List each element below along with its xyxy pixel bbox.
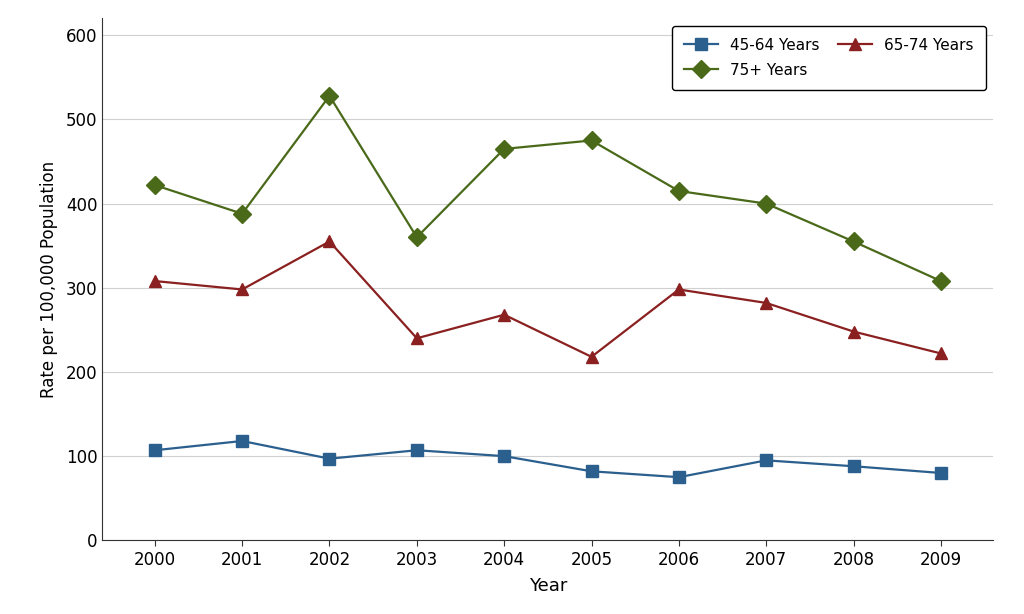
75+ Years	[148, 181, 161, 188]
75+ Years	[935, 278, 947, 285]
45-64 Years	[236, 437, 248, 445]
Line: 75+ Years: 75+ Years	[148, 90, 947, 287]
45-64 Years	[848, 462, 860, 470]
45-64 Years	[498, 453, 510, 460]
65-74 Years	[586, 353, 598, 360]
75+ Years	[498, 146, 510, 153]
45-64 Years	[411, 446, 423, 454]
65-74 Years	[935, 350, 947, 357]
75+ Years	[586, 137, 598, 144]
65-74 Years	[848, 328, 860, 335]
75+ Years	[673, 187, 685, 195]
65-74 Years	[411, 335, 423, 342]
45-64 Years	[324, 455, 336, 462]
65-74 Years	[148, 278, 161, 285]
65-74 Years	[760, 299, 772, 306]
45-64 Years	[586, 468, 598, 475]
Y-axis label: Rate per 100,000 Population: Rate per 100,000 Population	[40, 161, 57, 398]
65-74 Years	[498, 311, 510, 319]
Line: 65-74 Years: 65-74 Years	[148, 235, 947, 363]
75+ Years	[324, 92, 336, 99]
75+ Years	[236, 210, 248, 217]
X-axis label: Year: Year	[528, 577, 567, 595]
45-64 Years	[935, 469, 947, 476]
65-74 Years	[324, 238, 336, 245]
Line: 45-64 Years: 45-64 Years	[150, 435, 946, 483]
65-74 Years	[673, 286, 685, 293]
45-64 Years	[760, 457, 772, 464]
45-64 Years	[148, 446, 161, 454]
Legend: 45-64 Years, 75+ Years, 65-74 Years: 45-64 Years, 75+ Years, 65-74 Years	[672, 26, 986, 90]
65-74 Years	[236, 286, 248, 293]
75+ Years	[760, 200, 772, 208]
75+ Years	[848, 238, 860, 245]
45-64 Years	[673, 473, 685, 481]
75+ Years	[411, 233, 423, 241]
